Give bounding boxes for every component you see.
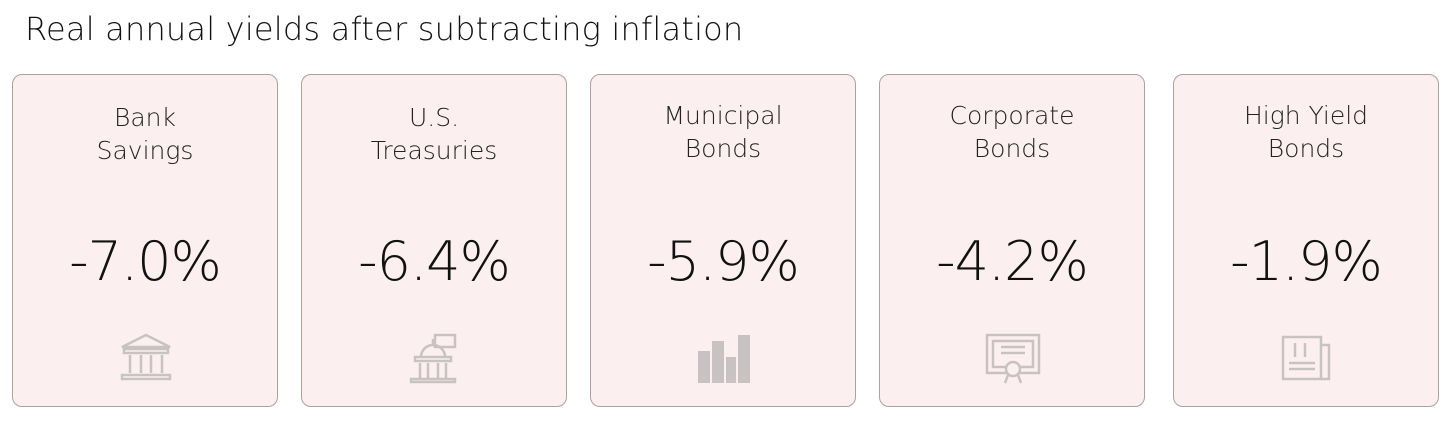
card-title: High Yield Bonds (1174, 99, 1438, 165)
card-title-line: Corporate (949, 101, 1075, 130)
card-value: -6.4% (358, 230, 511, 293)
card-title: U.S. Treasuries (302, 101, 566, 167)
card-icon (985, 333, 1041, 384)
card-value: -1.9% (1230, 230, 1383, 293)
yield-card: U.S. Treasuries -6.4% (301, 74, 567, 407)
card-icon (120, 333, 172, 381)
card-title-line: Treasuries (370, 136, 498, 165)
card-title-line: Savings (96, 136, 194, 165)
card-title-line: U.S. (408, 103, 460, 132)
yield-card: Corporate Bonds -4.2% (879, 74, 1145, 407)
card-value: -7.0% (69, 230, 222, 293)
card-value: -4.2% (936, 230, 1089, 293)
card-title-line: Bonds (1267, 134, 1345, 163)
card-title-line: Bonds (684, 134, 762, 163)
card-icon (1281, 335, 1331, 381)
card-title-line: High Yield (1243, 101, 1369, 130)
yield-card: Municipal Bonds -5.9% (590, 74, 856, 407)
card-icon (409, 333, 457, 384)
card-title: Bank Savings (13, 101, 277, 167)
card-title-line: Bonds (973, 134, 1051, 163)
card-title: Municipal Bonds (591, 99, 855, 165)
card-value: -5.9% (647, 230, 800, 293)
yield-card: High Yield Bonds -1.9% (1173, 74, 1439, 407)
card-title-line: Bank (113, 103, 176, 132)
card-title-line: Municipal (663, 101, 783, 130)
card-title: Corporate Bonds (880, 99, 1144, 165)
card-icon (698, 335, 750, 383)
yield-card: Bank Savings -7.0% (12, 74, 278, 407)
page-title: Real annual yields after subtracting inf… (25, 10, 744, 48)
